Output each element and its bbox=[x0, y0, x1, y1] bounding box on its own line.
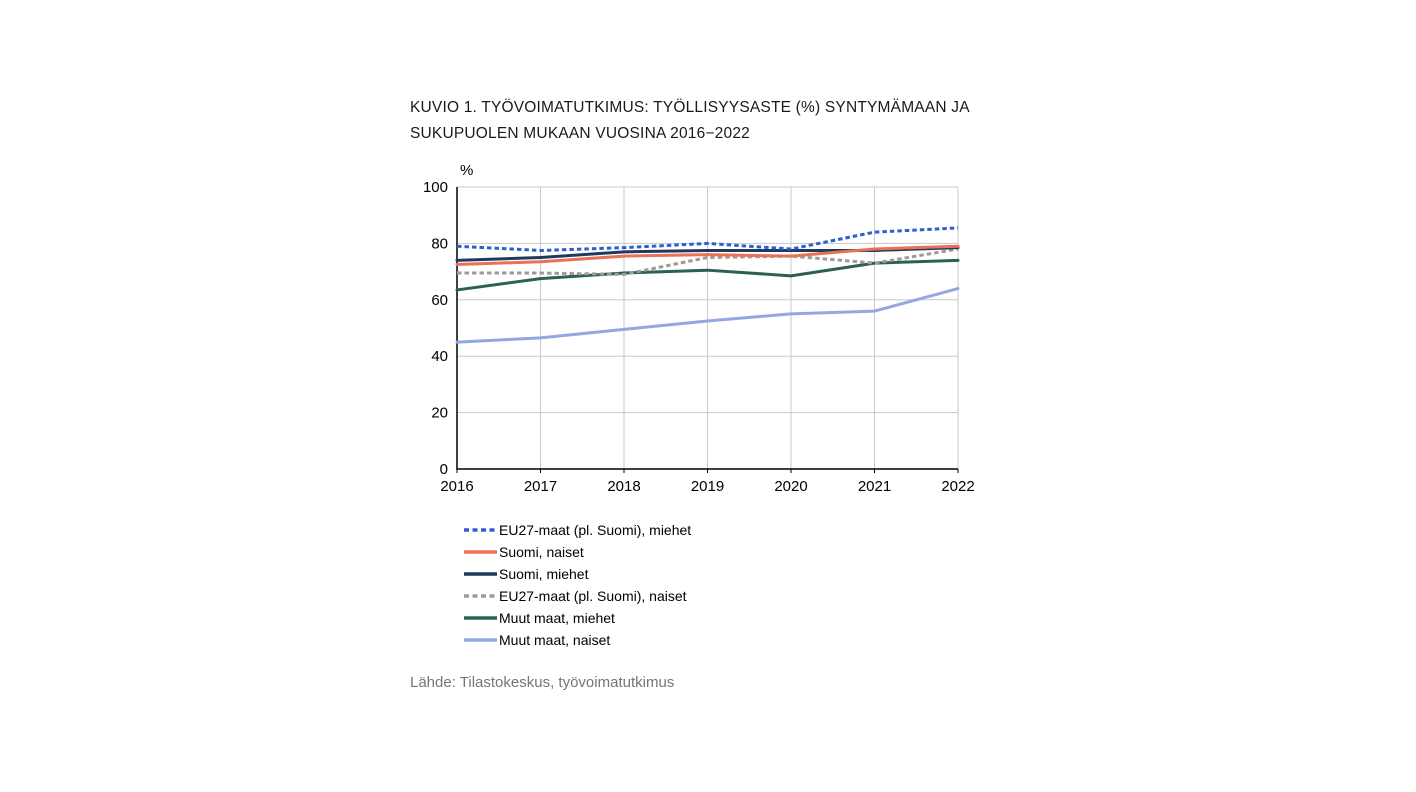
employment-line-chart: 0 20 40 60 80 100 2016 2017 2018 2019 2020 2021 2022… bbox=[423, 162, 975, 495]
series-line bbox=[457, 247, 959, 276]
legend-item: Muut maat, miehet bbox=[464, 607, 691, 629]
series-line bbox=[455, 287, 960, 344]
legend-line-swatch bbox=[464, 616, 497, 620]
legend-label: EU27-maat (pl. Suomi), miehet bbox=[499, 522, 692, 538]
y-axis-tick-label: 20 bbox=[431, 405, 448, 422]
legend-label: Muut maat, miehet bbox=[499, 610, 615, 626]
legend-label: Suomi, naiset bbox=[499, 544, 584, 560]
legend-item: EU27-maat (pl. Suomi), naiset bbox=[464, 585, 691, 607]
x-axis-tick-label: 2022 bbox=[941, 478, 974, 495]
y-axis-tick-label: 0 bbox=[440, 461, 448, 478]
y-axis-tick-label: 80 bbox=[431, 235, 448, 252]
legend-label: Muut maat, naiset bbox=[499, 632, 611, 648]
chart-legend: EU27-maat (pl. Suomi), miehet Suomi, nais… bbox=[464, 519, 691, 651]
legend-line-swatch bbox=[464, 638, 497, 642]
legend-line-swatch bbox=[464, 594, 497, 598]
x-axis-tick-label: 2020 bbox=[774, 478, 807, 495]
legend-label: Suomi, miehet bbox=[499, 566, 589, 582]
legend-line-swatch bbox=[464, 528, 497, 532]
y-axis-tick-label: 40 bbox=[431, 348, 448, 365]
legend-label: EU27-maat (pl. Suomi), naiset bbox=[499, 588, 687, 604]
x-axis-tick-label: 2018 bbox=[607, 478, 640, 495]
legend-item: Suomi, miehet bbox=[464, 563, 691, 585]
legend-item: Muut maat, naiset bbox=[464, 629, 691, 651]
chart-title-line2: SUKUPUOLEN MUKAAN VUOSINA 2016−2022 bbox=[410, 125, 750, 142]
series-line bbox=[455, 244, 960, 267]
series-line bbox=[456, 226, 959, 252]
chart-title: KUVIO 1. TYÖVOIMATUTKIMUS: TYÖLLISYYSAST… bbox=[410, 95, 970, 147]
y-axis-tick-label: 100 bbox=[423, 179, 448, 196]
x-axis-tick-label: 2019 bbox=[691, 478, 724, 495]
x-axis-tick-label: 2021 bbox=[858, 478, 891, 495]
legend-item: Suomi, naiset bbox=[464, 541, 691, 563]
legend-line-swatch bbox=[464, 572, 497, 576]
legend-item: EU27-maat (pl. Suomi), miehet bbox=[464, 519, 691, 541]
x-axis-tick-label: 2017 bbox=[524, 478, 557, 495]
y-axis-tick-label: 60 bbox=[431, 292, 448, 309]
chart-title-line1: KUVIO 1. TYÖVOIMATUTKIMUS: TYÖLLISYYSAST… bbox=[410, 99, 970, 116]
x-axis-tick-label: 2016 bbox=[440, 478, 473, 495]
y-axis-unit-label: % bbox=[460, 162, 473, 179]
series-line bbox=[455, 258, 960, 292]
source-note: Lähde: Tilastokeskus, työvoimatutkimus bbox=[410, 674, 675, 691]
legend-line-swatch bbox=[464, 550, 497, 554]
